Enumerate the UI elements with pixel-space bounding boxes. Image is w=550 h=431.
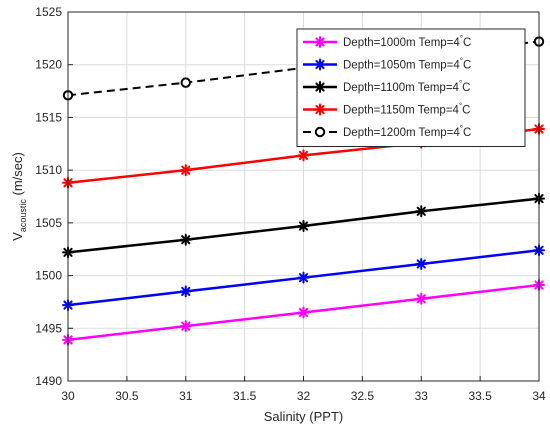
asterisk-stroke [298, 150, 309, 160]
legend-label-main: Depth=1050m Temp=4 [343, 60, 460, 72]
asterisk-stroke [181, 286, 191, 296]
legend-label-degree: ° [460, 124, 463, 133]
asterisk-stroke [315, 37, 325, 47]
legend-label-unit: C [463, 60, 471, 72]
data-point [297, 220, 310, 233]
x-tick-label: 33 [415, 389, 429, 403]
asterisk-stroke [181, 321, 191, 331]
series-2 [62, 244, 545, 312]
y-axis-label: Vacoustic (m/sec) [10, 152, 28, 241]
legend-label-degree: ° [459, 102, 462, 111]
y-axis-label-main: V [10, 232, 25, 241]
x-tick-label: 30.5 [115, 389, 139, 403]
y-tick-label: 1525 [35, 5, 62, 19]
data-point [314, 81, 326, 93]
data-point [314, 103, 326, 116]
asterisk-stroke [181, 235, 191, 245]
data-point [314, 36, 326, 48]
y-tick-label: 1495 [35, 321, 62, 335]
asterisk-stroke [298, 273, 309, 283]
data-point [297, 271, 310, 284]
data-point [314, 58, 326, 71]
data-point [415, 292, 428, 305]
legend-label-main: Depth=1150m Temp=4 [343, 105, 460, 117]
legend-label: Depth=1000m Temp=4°C [343, 34, 471, 49]
legend-entry: Depth=1100m Temp=4°C [303, 79, 470, 94]
y-axis-label-unit: (m/sec) [10, 152, 25, 199]
legend-label-degree: ° [460, 57, 463, 66]
legend-label-unit: C [463, 127, 471, 139]
x-tick-label: 31.5 [233, 389, 257, 403]
data-point [179, 164, 192, 177]
legend-label-main: Depth=1100m Temp=4 [343, 82, 460, 94]
asterisk-stroke [416, 259, 426, 269]
y-tick-label: 1500 [35, 269, 62, 283]
x-tick-label: 31 [179, 389, 193, 403]
y-tick-label: 1510 [35, 163, 62, 177]
legend-label-unit: C [463, 37, 471, 49]
x-tick-label: 32 [297, 389, 311, 403]
legend-entry: Depth=1000m Temp=4°C [303, 34, 471, 49]
legend-entry: Depth=1150m Temp=4°C [303, 102, 470, 117]
asterisk-stroke [315, 59, 325, 70]
legend-label: Depth=1200m Temp=4°C [343, 124, 471, 139]
data-point [415, 257, 428, 270]
x-tick-label: 34 [532, 389, 546, 403]
asterisk-stroke [315, 104, 325, 115]
legend-label-degree: ° [459, 79, 462, 88]
legend-label: Depth=1150m Temp=4°C [343, 102, 470, 117]
asterisk-stroke [298, 221, 309, 231]
data-point [297, 306, 310, 319]
asterisk-stroke [416, 206, 426, 216]
asterisk-stroke [181, 165, 191, 175]
y-tick-label: 1520 [35, 58, 62, 72]
y-tick-label: 1515 [35, 110, 62, 124]
data-point [179, 285, 192, 298]
x-tick-label: 30 [61, 389, 75, 403]
y-axis-label-subscript: acoustic [18, 199, 28, 233]
data-point [297, 149, 310, 162]
x-tick-label: 33.5 [468, 389, 492, 403]
data-point [180, 77, 191, 88]
data-point [314, 126, 326, 138]
legend-label: Depth=1100m Temp=4°C [343, 79, 470, 94]
data-point [179, 233, 192, 246]
asterisk-stroke [315, 82, 325, 92]
legend-label-unit: C [462, 105, 470, 117]
legend-label-main: Depth=1000m Temp=4 [343, 37, 460, 49]
asterisk-stroke [416, 294, 426, 304]
data-point [179, 320, 192, 333]
x-axis-label: Salinity (PPT) [264, 409, 343, 424]
legend-entry: Depth=1050m Temp=4°C [303, 57, 471, 72]
legend-label: Depth=1050m Temp=4°C [343, 57, 471, 72]
legend-entry: Depth=1200m Temp=4°C [303, 124, 471, 139]
asterisk-stroke [298, 307, 309, 318]
y-tick-label: 1490 [35, 374, 62, 388]
legend-label-degree: ° [460, 34, 463, 43]
data-point [415, 205, 428, 218]
x-tick-label: 32.5 [351, 389, 375, 403]
axis-ticks: 30 30.5 31 31.5 32 32.5 33 33.5 34 1490 1495 1500 15… [35, 5, 546, 403]
legend-label-unit: C [462, 82, 470, 94]
y-tick-label: 1505 [35, 216, 62, 230]
legend-label-main: Depth=1200m Temp=4 [343, 127, 460, 139]
